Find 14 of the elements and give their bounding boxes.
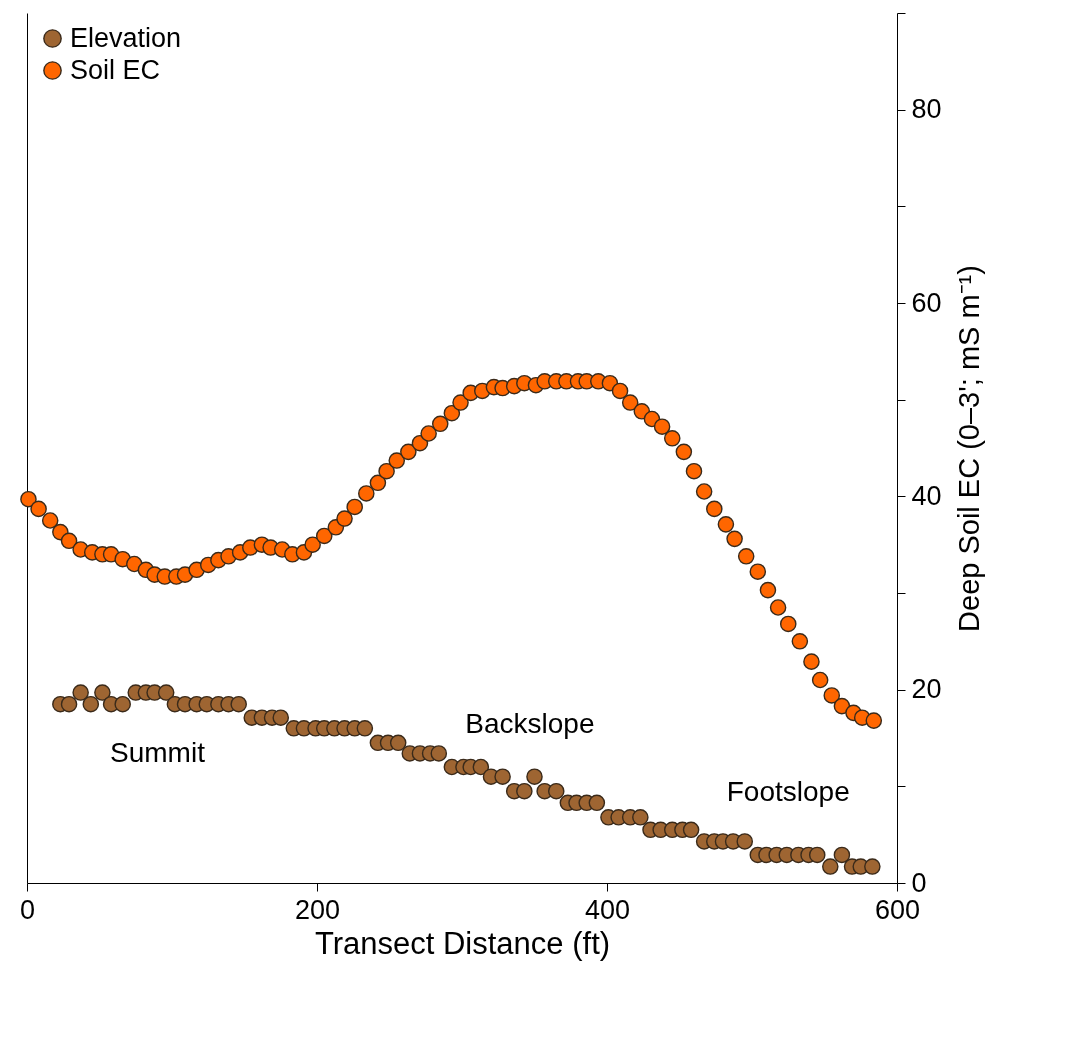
y-axis-title: Deep Soil EC (0–3'; mS m⁻¹) bbox=[952, 265, 985, 632]
x-tick-label: 400 bbox=[584, 894, 631, 925]
y-tick-label: 20 bbox=[911, 674, 942, 705]
y-tick-label: 40 bbox=[911, 480, 942, 511]
x-axis-title: Transect Distance (ft) bbox=[314, 925, 611, 961]
legend-label: Soil EC bbox=[70, 54, 161, 85]
legend-label: Elevation bbox=[70, 22, 182, 53]
x-tick-label: 200 bbox=[294, 894, 341, 925]
annotation: Footslope bbox=[726, 776, 850, 808]
annotation: Summit bbox=[110, 737, 206, 769]
y-tick-label: 60 bbox=[911, 287, 942, 318]
x-tick-label: 0 bbox=[19, 894, 36, 925]
annotation: Backslope bbox=[465, 707, 595, 739]
y-tick-label: 80 bbox=[911, 94, 942, 125]
